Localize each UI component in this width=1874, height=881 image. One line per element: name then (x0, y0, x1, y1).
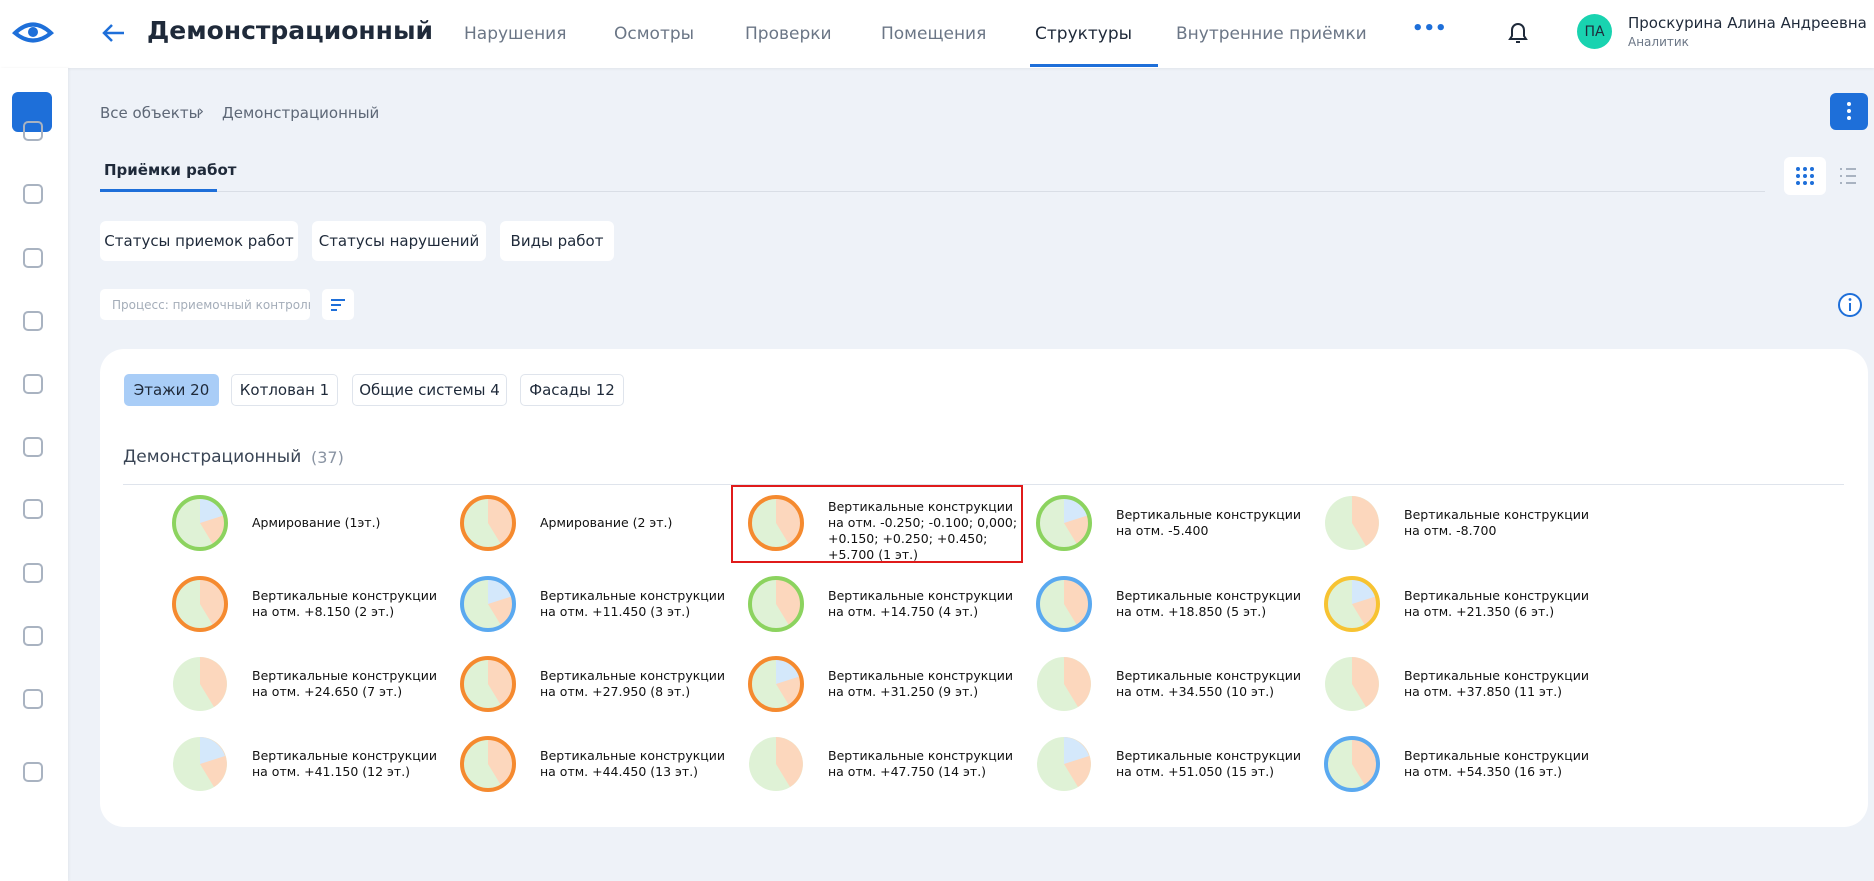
section-count: (37) (311, 448, 344, 467)
highlight-box (731, 485, 1023, 563)
structure-item-label[interactable]: Армирование (2 эт.) (540, 515, 673, 530)
sidebar-icon[interactable] (20, 434, 46, 460)
sidebar-icon[interactable] (20, 623, 46, 649)
nav-item[interactable]: Проверки (745, 24, 832, 44)
nav-item[interactable]: Осмотры (614, 24, 695, 44)
filter-button[interactable]: Виды работ (500, 221, 614, 261)
status-pie-icon[interactable] (746, 493, 806, 553)
chip[interactable]: Фасады 12 (520, 374, 624, 406)
actions-button[interactable] (1830, 93, 1868, 130)
nav-item[interactable]: Структуры (1035, 24, 1133, 44)
sidebar-icon[interactable] (20, 245, 46, 271)
nav-item[interactable]: Нарушения (464, 24, 567, 44)
nav-item[interactable]: Внутренние приёмки (1176, 24, 1367, 44)
nav-underline (1030, 64, 1158, 67)
status-pie-icon[interactable] (1322, 574, 1382, 634)
status-pie-icon[interactable] (458, 654, 518, 714)
view-toggle (1784, 157, 1868, 195)
structure-card: Этажи 20 Котлован 1 Общие системы 4 Фаса… (100, 349, 1868, 827)
status-pie-icon[interactable] (1322, 734, 1382, 794)
structure-item-label[interactable]: Вертикальные конструкции на отм. +21.350… (1404, 588, 1590, 619)
status-pie-icon[interactable] (458, 493, 518, 553)
structure-item-label[interactable]: Вертикальные конструкции на отм. +18.850… (1116, 588, 1302, 619)
sidebar (0, 68, 68, 881)
sidebar-icon[interactable] (20, 759, 46, 785)
structure-item-label[interactable]: Вертикальные конструкции на отм. +54.350… (1404, 748, 1590, 779)
status-pie-icon[interactable] (170, 574, 230, 634)
logo (12, 22, 54, 43)
sort-button[interactable] (322, 289, 354, 320)
section-title: Демонстрационный (123, 447, 302, 467)
breadcrumb[interactable]: Демонстрационный (222, 104, 380, 122)
status-pie-icon[interactable] (458, 734, 518, 794)
nav-item[interactable]: Помещения (881, 24, 987, 44)
tab[interactable]: Приёмки работ (104, 161, 237, 179)
structure-item-label[interactable]: Вертикальные конструкции на отм. +24.650… (252, 668, 438, 699)
status-pie-icon[interactable] (1034, 574, 1094, 634)
more-menu[interactable]: ••• (1412, 18, 1447, 39)
divider (123, 484, 1844, 485)
status-pie-icon[interactable] (170, 734, 230, 794)
structure-item-label[interactable]: Армирование (1эт.) (252, 515, 381, 530)
status-pie-icon[interactable] (458, 574, 518, 634)
filter-button[interactable]: Статусы приемок работ (100, 221, 298, 261)
project-title: Демонстрационный (147, 16, 434, 45)
status-pie-icon[interactable] (746, 574, 806, 634)
avatar[interactable]: ПА (1577, 14, 1612, 49)
search-input[interactable]: Процесс: приемочный контроль (100, 289, 310, 320)
status-pie-icon[interactable] (1322, 654, 1382, 714)
status-pie-icon[interactable] (1322, 493, 1382, 553)
structure-item-label[interactable]: Вертикальные конструкции на отм. +14.750… (828, 588, 1014, 619)
sidebar-icon[interactable] (20, 118, 46, 144)
user-role: Аналитик (1628, 35, 1689, 49)
status-pie-icon[interactable] (746, 654, 806, 714)
structure-item-label[interactable]: Вертикальные конструкции на отм. -8.700 (1404, 507, 1590, 538)
chip[interactable]: Этажи 20 (124, 374, 219, 406)
status-pie-icon[interactable] (1034, 493, 1094, 553)
status-pie-icon[interactable] (1034, 654, 1094, 714)
back-button[interactable] (100, 22, 126, 44)
sidebar-item-active[interactable] (12, 92, 52, 132)
breadcrumb-separator: › (198, 102, 204, 120)
status-pie-icon[interactable] (170, 493, 230, 553)
structure-item-label[interactable]: Вертикальные конструкции на отм. +47.750… (828, 748, 1014, 779)
grid-view[interactable] (1784, 157, 1826, 195)
status-pie-icon[interactable] (1034, 734, 1094, 794)
structure-item-label[interactable]: Вертикальные конструкции на отм. +27.950… (540, 668, 726, 699)
sidebar-icon[interactable] (20, 371, 46, 397)
structure-item-label[interactable]: Вертикальные конструкции на отм. +37.850… (1404, 668, 1590, 699)
sidebar-icon[interactable] (20, 686, 46, 712)
structure-item-label[interactable]: Вертикальные конструкции на отм. +41.150… (252, 748, 438, 779)
structure-item-label[interactable]: Вертикальные конструкции на отм. +51.050… (1116, 748, 1302, 779)
notifications[interactable] (1506, 20, 1530, 46)
sidebar-icon[interactable] (20, 308, 46, 334)
tab-line (100, 191, 1765, 192)
structure-item-label[interactable]: Вертикальные конструкции на отм. +11.450… (540, 588, 726, 619)
tab-underline (100, 189, 217, 192)
list-view[interactable] (1826, 157, 1868, 195)
structure-item-label[interactable]: Вертикальные конструкции на отм. -5.400 (1116, 507, 1302, 538)
status-pie-icon[interactable] (746, 734, 806, 794)
structure-item-label[interactable]: Вертикальные конструкции на отм. +44.450… (540, 748, 726, 779)
sidebar-icon[interactable] (20, 496, 46, 522)
chip[interactable]: Общие системы 4 (352, 374, 507, 406)
breadcrumb[interactable]: Все объекты (100, 104, 201, 122)
sidebar-icon[interactable] (20, 181, 46, 207)
structure-item-label[interactable]: Вертикальные конструкции на отм. +34.550… (1116, 668, 1302, 699)
sidebar-icon[interactable] (20, 560, 46, 586)
filter-button[interactable]: Статусы нарушений (312, 221, 486, 261)
top-bar: Демонстрационный Нарушения Осмотры Прове… (0, 0, 1874, 68)
structure-item-label[interactable]: Вертикальные конструкции на отм. +8.150 … (252, 588, 438, 619)
structure-item-label[interactable]: Вертикальные конструкции на отм. +31.250… (828, 668, 1014, 699)
chip[interactable]: Котлован 1 (231, 374, 338, 406)
structure-item-label[interactable]: Вертикальные конструкции на отм. -0.250;… (828, 499, 1018, 562)
info-button[interactable] (1836, 291, 1864, 319)
user-name[interactable]: Проскурина Алина Андреевна (1628, 14, 1867, 32)
status-pie-icon[interactable] (170, 654, 230, 714)
